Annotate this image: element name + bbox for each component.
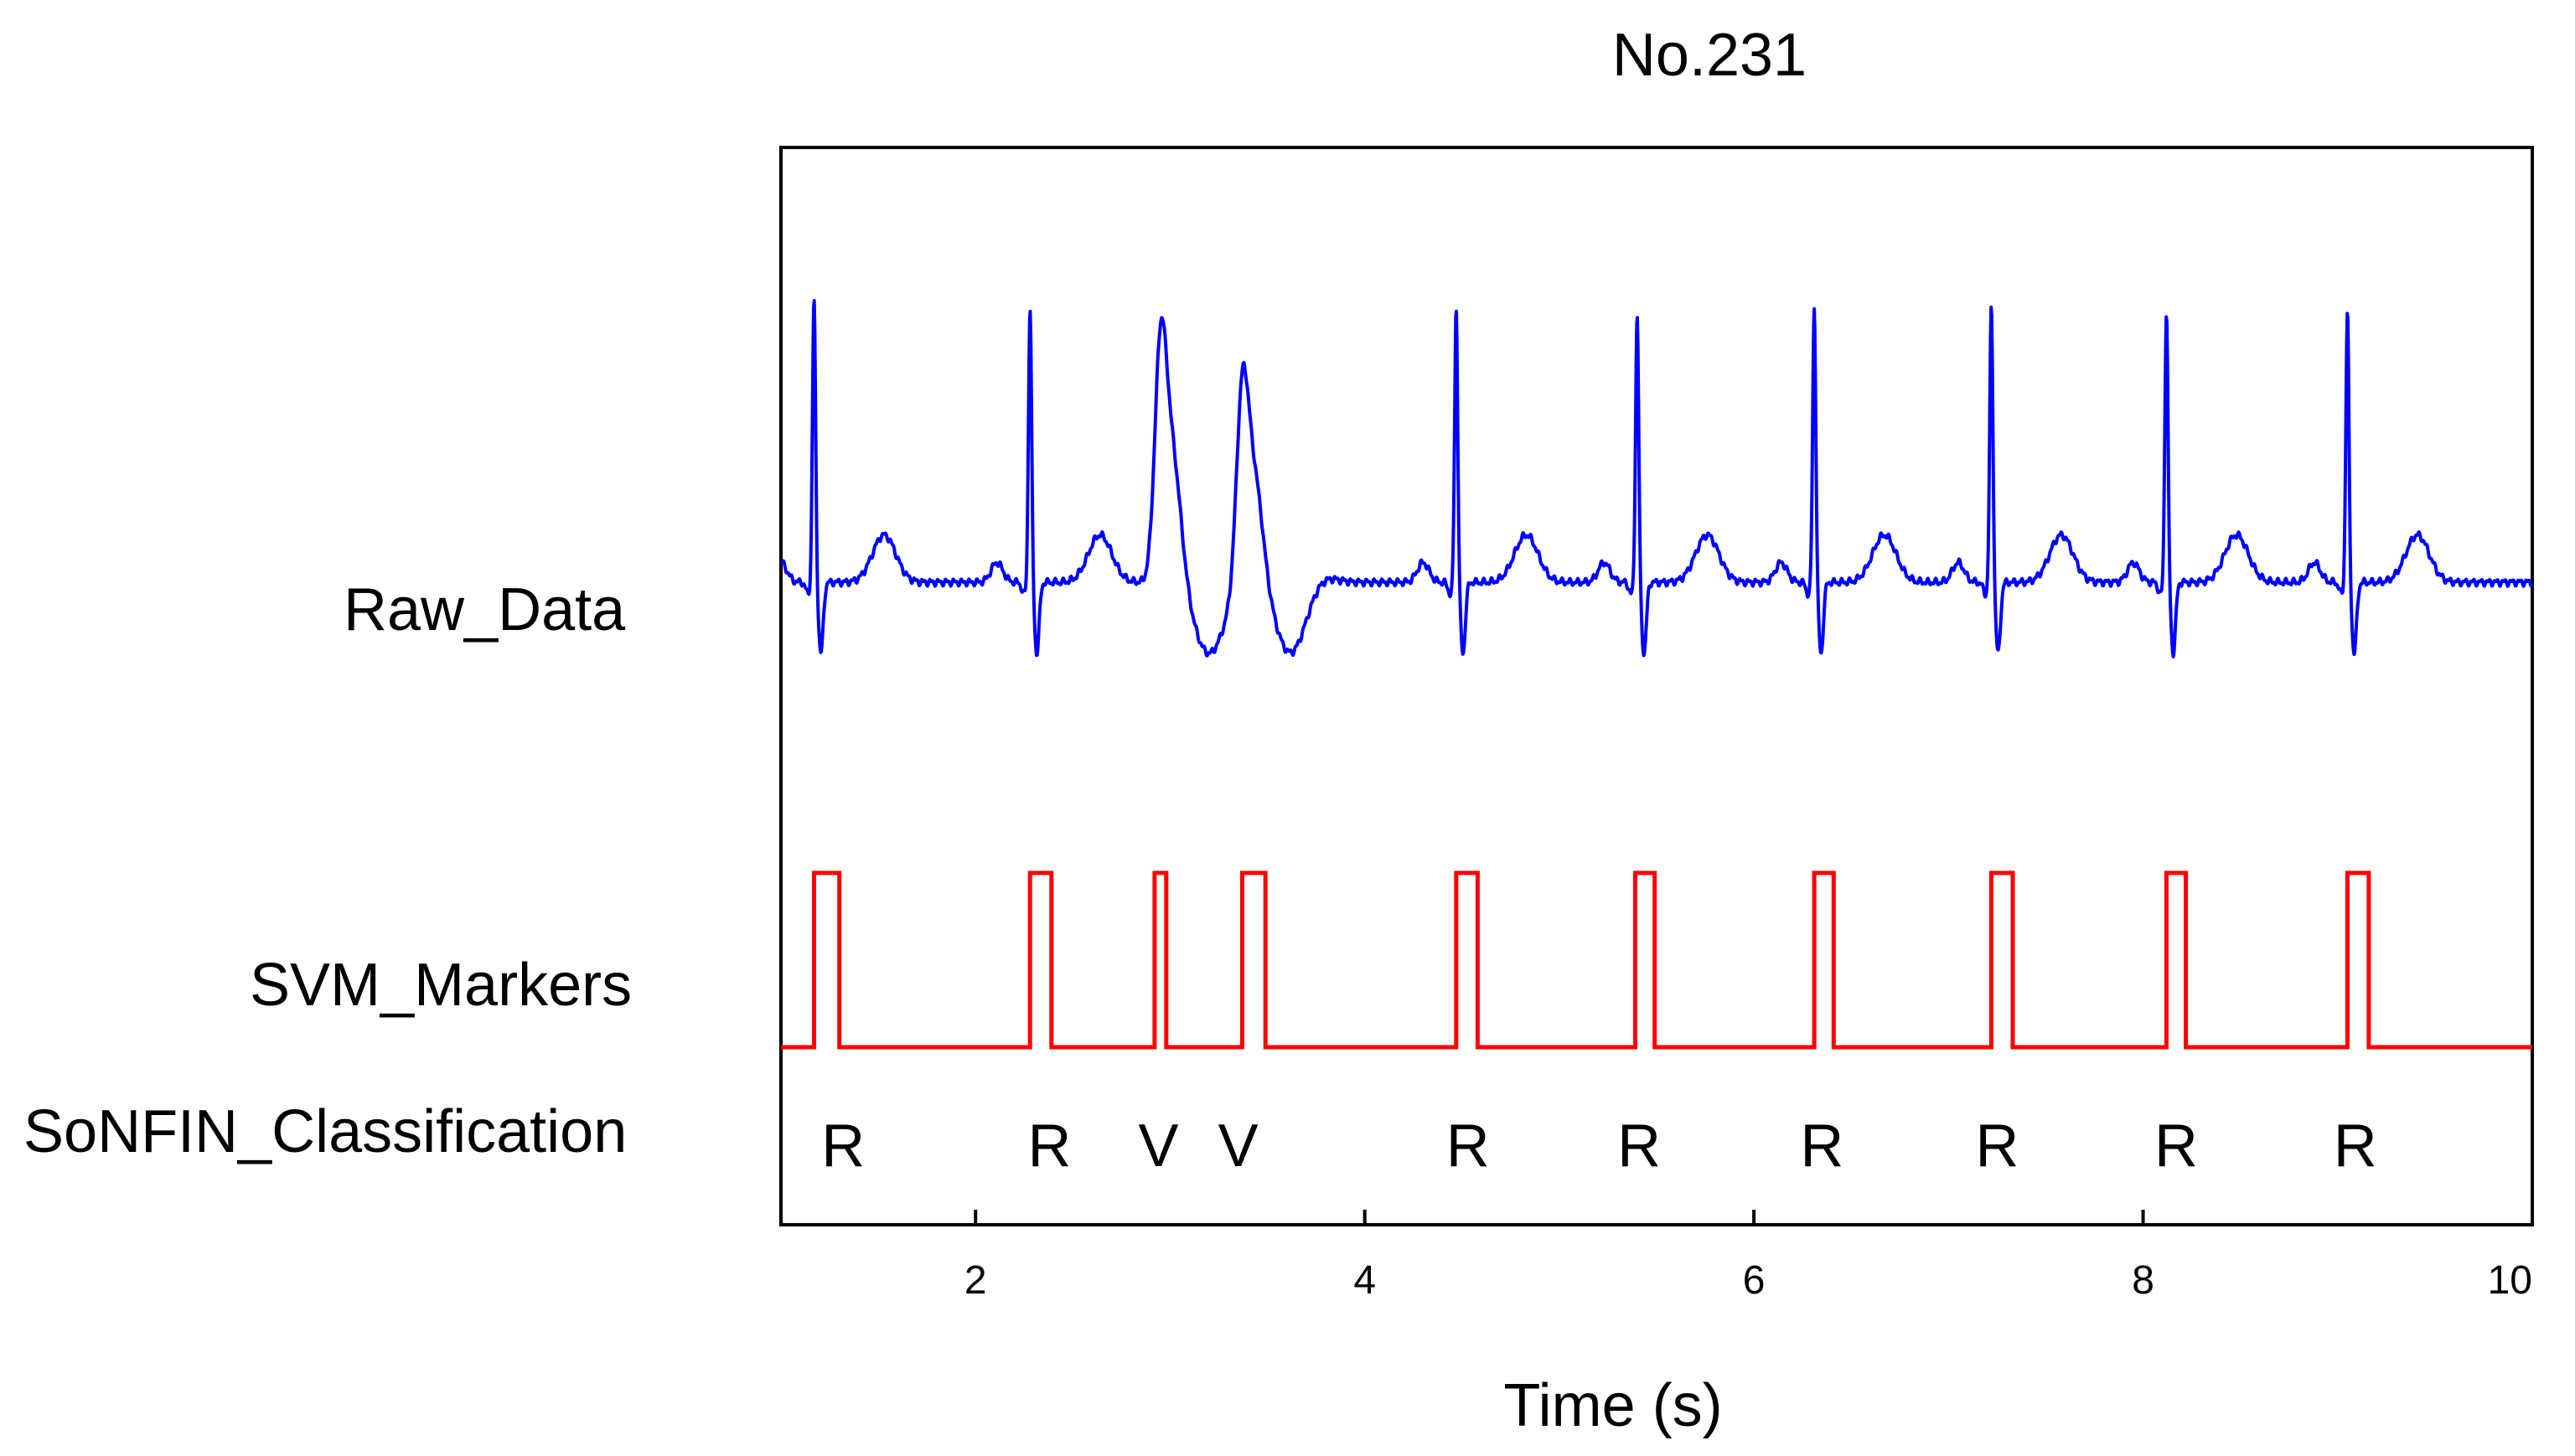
row-label-sonfin-classification: SoNFIN_Classification <box>23 1098 627 1165</box>
x-axis: 2 4 6 8 10 <box>964 1210 2534 1303</box>
x-tick-label: 6 <box>1743 1258 1766 1303</box>
plot-frame <box>779 146 2534 1226</box>
classification-label-r: R <box>2334 1113 2377 1180</box>
row-label-raw-data: Raw_Data <box>344 576 626 643</box>
classification-label-r: R <box>1617 1113 1661 1180</box>
svm-markers-series-line <box>781 870 2532 1050</box>
classification-label-r: R <box>821 1113 865 1180</box>
x-tick-label: 10 <box>2488 1258 2532 1303</box>
x-axis-label: Time (s) <box>1503 1372 1722 1439</box>
x-tick-label: 4 <box>1353 1258 1376 1303</box>
raw-data-series-line <box>779 298 2534 658</box>
chart-title: No.231 <box>1612 22 1807 89</box>
classification-label-v: V <box>1138 1113 1178 1180</box>
x-tick-label: 2 <box>964 1258 987 1303</box>
classification-label-r: R <box>1028 1113 1072 1180</box>
classification-label-r: R <box>2154 1113 2198 1180</box>
classification-label-r: R <box>1446 1113 1490 1180</box>
x-tick-label: 8 <box>2132 1258 2154 1303</box>
row-label-svm-markers: SVM_Markers <box>250 952 632 1019</box>
classification-label-r: R <box>1975 1113 2019 1180</box>
classification-label-v: V <box>1218 1113 1259 1180</box>
classification-label-r: R <box>1800 1113 1843 1180</box>
